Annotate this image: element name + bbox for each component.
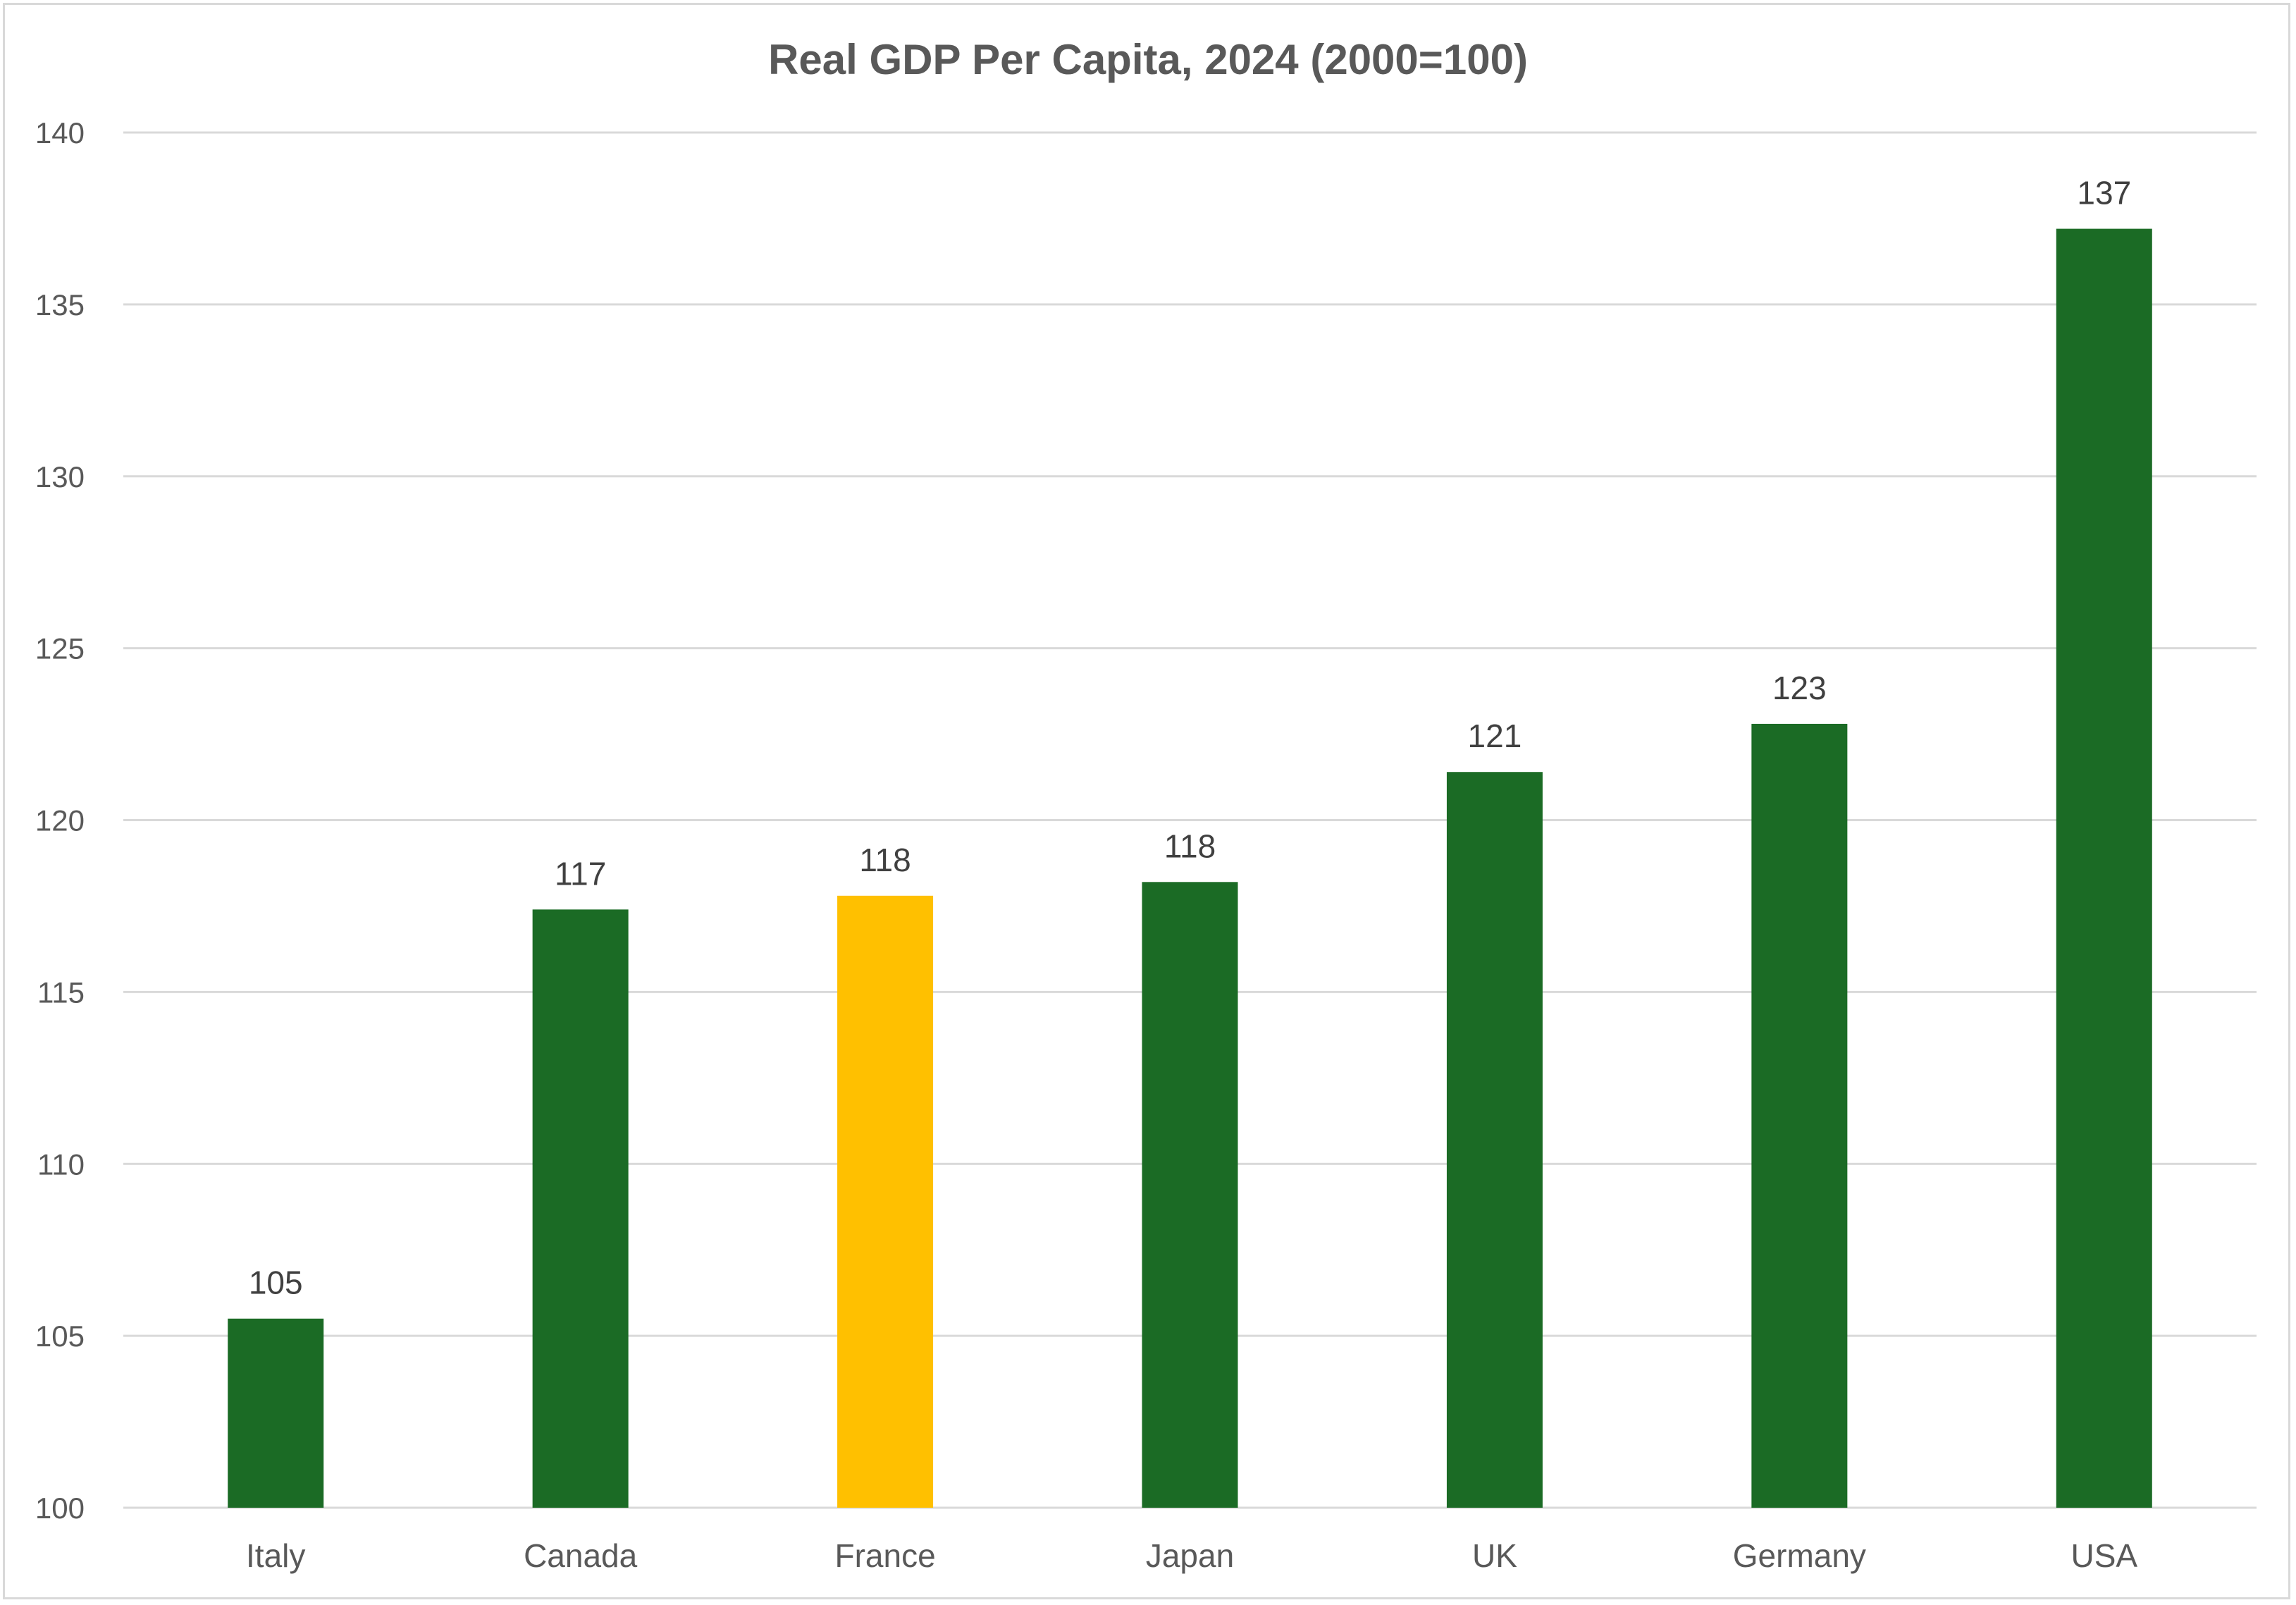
- data-label: 121: [1468, 718, 1522, 754]
- data-label: 123: [1772, 670, 1827, 706]
- y-tick-label: 125: [35, 632, 85, 665]
- y-tick-label: 105: [35, 1320, 85, 1353]
- y-tick-label: 130: [35, 460, 85, 493]
- x-axis-ticks: Italy Canada France Japan UK Germany USA: [246, 1537, 2137, 1574]
- x-tick-label: Canada: [524, 1537, 638, 1574]
- x-tick-label: Japan: [1146, 1537, 1234, 1574]
- x-tick-label: Germany: [1733, 1537, 1866, 1574]
- x-tick-label: France: [834, 1537, 935, 1574]
- y-tick-label: 140: [35, 116, 85, 149]
- bars: [228, 228, 2152, 1508]
- x-tick-label: USA: [2070, 1537, 2137, 1574]
- y-tick-label: 100: [35, 1492, 85, 1525]
- x-tick-label: UK: [1472, 1537, 1517, 1574]
- y-tick-label: 135: [35, 288, 85, 321]
- data-label: 105: [249, 1265, 303, 1301]
- chart-title: Real GDP Per Capita, 2024 (2000=100): [768, 36, 1528, 83]
- bar-france: [837, 895, 934, 1508]
- y-tick-label: 120: [35, 804, 85, 837]
- bar-canada: [532, 909, 629, 1508]
- bar-japan: [1142, 882, 1238, 1508]
- bar-germany: [1751, 723, 1848, 1508]
- data-label: 117: [555, 855, 606, 892]
- bar-italy: [228, 1318, 324, 1508]
- bar-usa: [2056, 228, 2152, 1508]
- data-label: 118: [859, 842, 911, 878]
- y-axis-ticks: 100 105 110 115 120 125 130 135 140: [35, 116, 85, 1525]
- gridlines: [123, 131, 2257, 1509]
- x-tick-label: Italy: [246, 1537, 305, 1574]
- data-label: 137: [2077, 175, 2131, 211]
- y-tick-label: 110: [37, 1148, 85, 1181]
- data-label: 118: [1164, 828, 1216, 864]
- y-tick-label: 115: [37, 976, 85, 1009]
- data-labels: 105 117 118 118 121 123 137: [249, 175, 2131, 1301]
- bar-uk: [1446, 772, 1543, 1508]
